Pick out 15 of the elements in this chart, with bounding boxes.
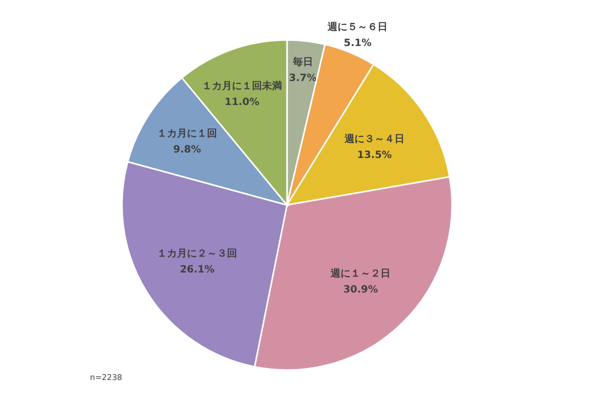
slice-label: １カ月に２～３回 (157, 248, 238, 260)
slice-label: 週に１～２日 (330, 268, 391, 280)
slice-label: 週に５～６日 (326, 21, 388, 34)
text: n=2238 (90, 373, 122, 382)
data-label: 9.8% (173, 144, 202, 156)
data-label: 13.5% (357, 150, 392, 161)
data-label: 30.9% (343, 284, 378, 296)
slice-label: １カ月に１回未満 (202, 80, 282, 92)
data-label: 5.1% (344, 38, 372, 50)
data-label: 26.1% (180, 264, 215, 276)
data-label: 3.7% (289, 72, 317, 84)
data-label: 11.0% (224, 97, 260, 108)
slice-label: 週に３～４日 (343, 132, 404, 145)
slice-label: 毎日 (292, 56, 313, 68)
slice-label: １カ月に１回 (157, 128, 218, 140)
